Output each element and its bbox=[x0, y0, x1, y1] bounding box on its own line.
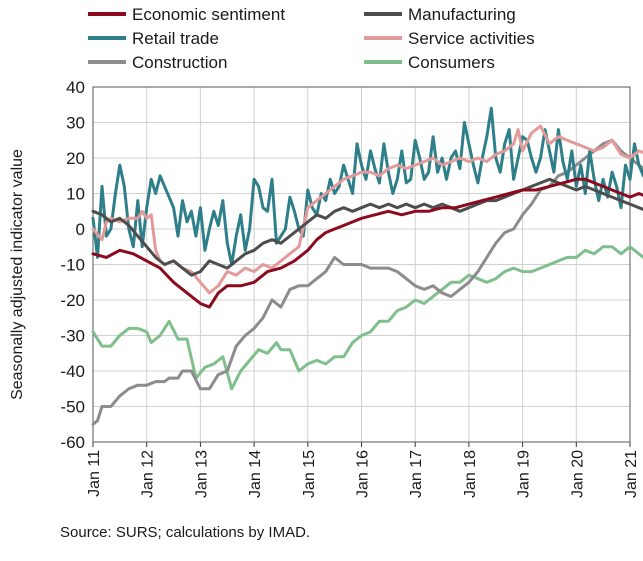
y-tick-label: -10 bbox=[60, 256, 85, 275]
x-tick-label: Jan 16 bbox=[355, 450, 372, 498]
tick-labels: -60 -50 -40 -30 -20 -10 0 10 20 30 40 Jan 11 Jan 12 J… bbox=[60, 78, 640, 498]
legend-label: Economic sentiment bbox=[132, 5, 285, 24]
x-tick-label: Jan 12 bbox=[140, 450, 157, 498]
x-tick-label: Jan 15 bbox=[301, 450, 318, 498]
y-tick-label: 10 bbox=[66, 185, 85, 204]
axes bbox=[92, 86, 631, 447]
y-tick-label: -30 bbox=[60, 327, 85, 346]
x-tick-label: Jan 18 bbox=[462, 450, 479, 498]
y-tick-label: 40 bbox=[66, 78, 85, 97]
legend-label: Consumers bbox=[408, 53, 495, 72]
y-axis-label: Seasonally adjusted indicator value bbox=[9, 149, 26, 400]
x-tick-label: Jan 11 bbox=[86, 450, 103, 497]
legend-item: Retail trade bbox=[88, 29, 219, 48]
series-line-construction bbox=[91, 138, 643, 426]
legend-label: Construction bbox=[132, 53, 227, 72]
y-tick-label: 20 bbox=[66, 149, 85, 168]
source-note: Source: SURS; calculations by IMAD. bbox=[60, 524, 311, 541]
legend-item: Manufacturing bbox=[364, 5, 516, 24]
y-tick-label: -20 bbox=[60, 291, 85, 310]
x-tick-label: Jan 21 bbox=[623, 450, 640, 498]
legend-item: Economic sentiment bbox=[88, 5, 285, 24]
series-line-consumers bbox=[91, 245, 643, 391]
legend-item: Consumers bbox=[364, 53, 495, 72]
x-tick-label: Jan 19 bbox=[516, 450, 533, 498]
series-line-economic-sentiment bbox=[91, 177, 643, 309]
y-tick-label: -50 bbox=[60, 398, 85, 417]
legend: Economic sentiment Manufacturing Retail tr… bbox=[88, 5, 535, 72]
legend-label: Retail trade bbox=[132, 29, 219, 48]
legend-label: Manufacturing bbox=[408, 5, 516, 24]
legend-item: Service activities bbox=[364, 29, 535, 48]
x-tick-label: Jan 20 bbox=[569, 450, 586, 498]
y-tick-label: -40 bbox=[60, 362, 85, 381]
series-line-retail-trade bbox=[91, 106, 643, 266]
x-tick-label: Jan 13 bbox=[193, 450, 210, 498]
y-tick-label: 0 bbox=[76, 220, 85, 239]
x-tick-label: Jan 14 bbox=[247, 450, 264, 498]
x-tick-label: Jan 17 bbox=[408, 450, 425, 498]
series-line-manufacturing bbox=[91, 177, 643, 277]
legend-item: Construction bbox=[88, 53, 227, 72]
y-tick-label: -60 bbox=[60, 433, 85, 452]
series-line-service-activities bbox=[91, 124, 643, 295]
y-tick-label: 30 bbox=[66, 114, 85, 133]
plot-frame bbox=[92, 86, 631, 443]
series-lines bbox=[91, 106, 643, 426]
legend-label: Service activities bbox=[408, 29, 535, 48]
